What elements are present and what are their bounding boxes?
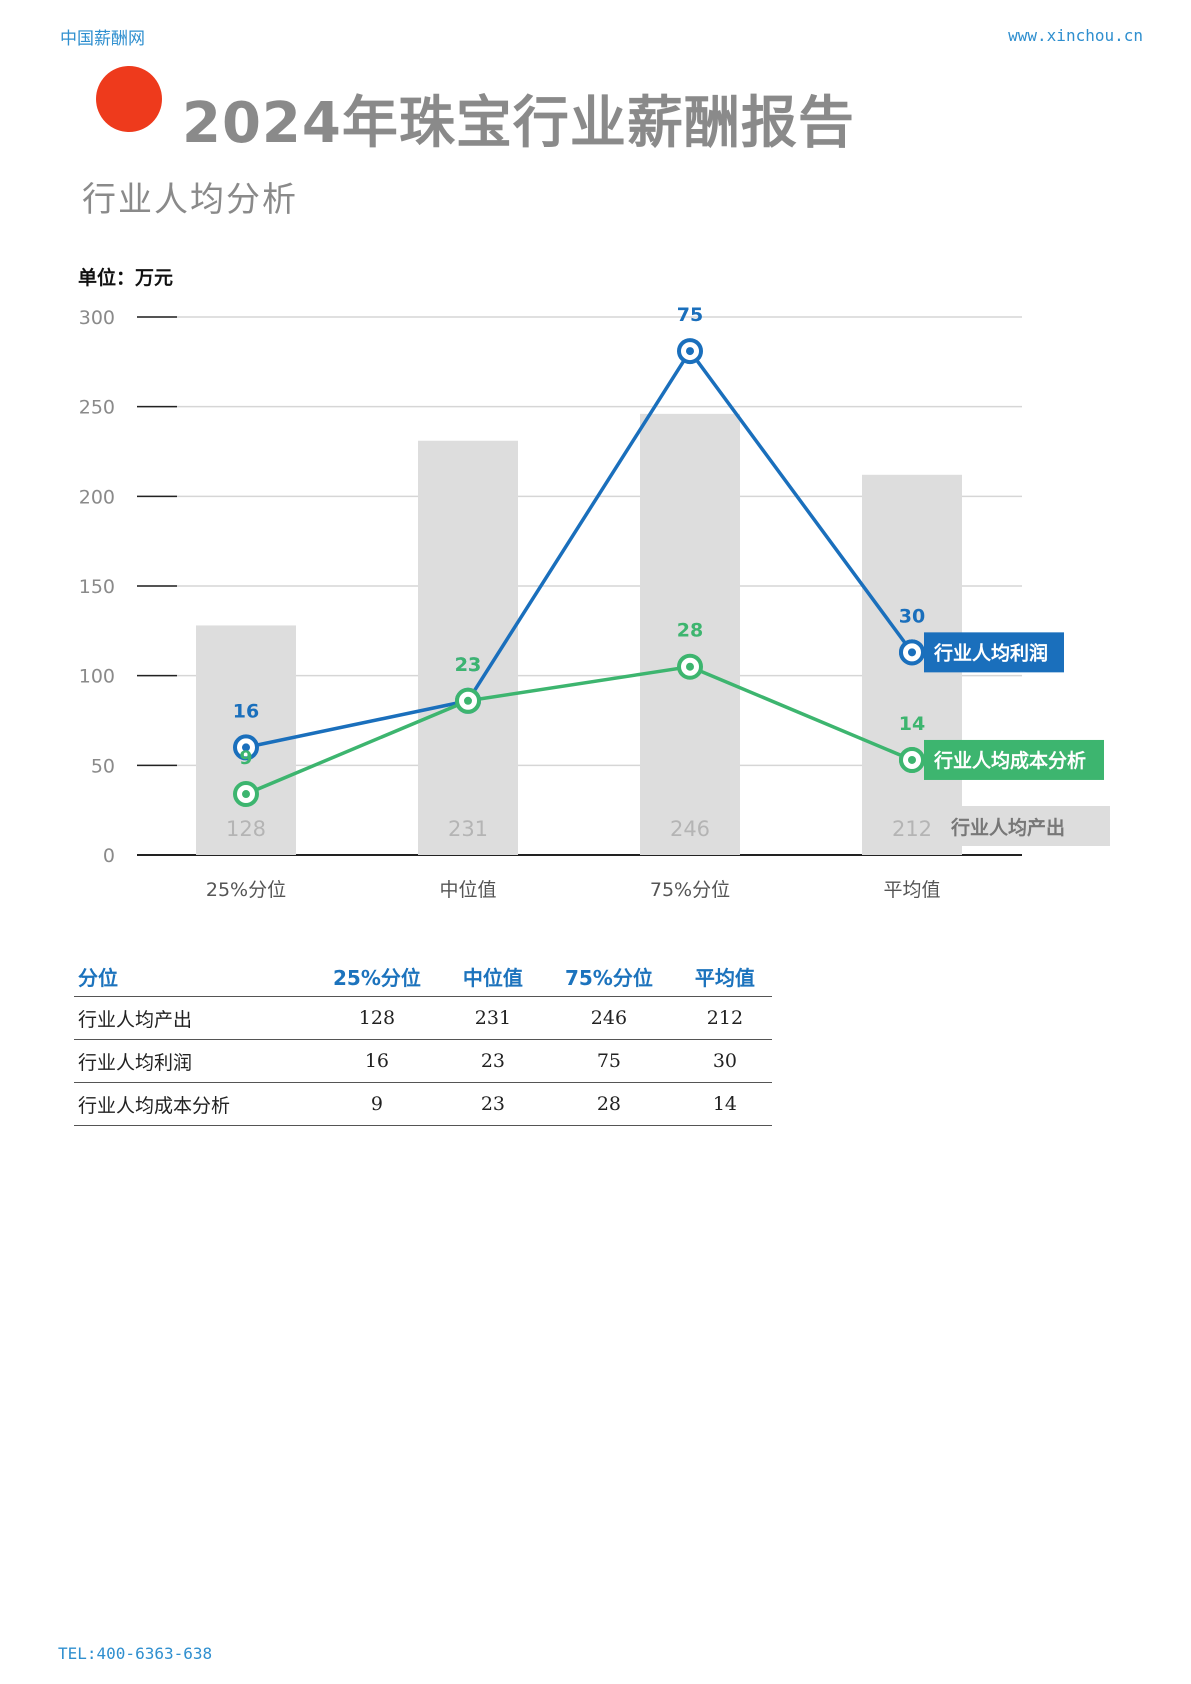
table-cell: 行业人均成本分析: [74, 1082, 308, 1126]
table-cell: 23: [445, 1082, 540, 1126]
series-line: [245, 664, 913, 796]
bar-series: 128 231 246 212: [196, 413, 962, 855]
table-cell: 9: [308, 1082, 446, 1126]
point-value-label: 28: [677, 620, 703, 642]
table-row: 行业人均成本分析 9 23 28 14: [74, 1082, 772, 1126]
table-cell: 行业人均产出: [74, 996, 308, 1040]
point-value-label: 75: [677, 304, 703, 326]
table-header-cell: 25%分位: [308, 956, 446, 997]
y-tick-label: 300: [79, 307, 115, 329]
legend-line-series: [924, 632, 1064, 673]
table-header-row: 分位 25%分位 中位值 75%分位 平均值: [74, 956, 772, 997]
point-value-label: 16: [233, 700, 259, 722]
table-cell: 128: [308, 996, 446, 1040]
bar-value-label: 212: [892, 817, 932, 841]
table-cell: 14: [677, 1082, 772, 1126]
series-point-center: [464, 696, 472, 705]
y-tick-label: 200: [79, 486, 115, 508]
site-url[interactable]: www.xinchou.cn: [1008, 26, 1143, 45]
table-header-cell: 分位: [74, 956, 308, 997]
y-tick-label: 250: [79, 397, 115, 419]
bar-value-label: 246: [670, 817, 710, 841]
y-tick-label: 150: [79, 576, 115, 598]
table-cell: 23: [445, 1039, 540, 1083]
bar-value-label: 231: [448, 817, 488, 841]
table-cell: 75: [539, 1039, 678, 1083]
line-bar-chart: 单位：万元 0 50 100 150 200 250 300 128 231 246 212 16…: [78, 266, 1110, 901]
point-value-label: 23: [455, 654, 481, 676]
x-tick-label: 25%分位: [206, 879, 286, 901]
site-name: 中国薪酬网: [60, 29, 145, 49]
section-title: 行业人均分析: [82, 180, 298, 220]
table-cell: 行业人均利润: [74, 1039, 308, 1083]
x-tick-label: 平均值: [883, 879, 940, 901]
y-tick-label: 50: [91, 755, 115, 777]
table-cell: 16: [308, 1039, 446, 1083]
table-header-cell: 75%分位: [539, 956, 678, 997]
series-point-center: [686, 347, 694, 356]
series-point-center: [242, 743, 250, 752]
table-cell: 212: [677, 996, 772, 1040]
series-point-center: [242, 790, 250, 799]
legend-bar-label: 行业人均产出: [950, 816, 1065, 839]
series-point-center: [686, 662, 694, 671]
table-cell: 231: [445, 996, 540, 1040]
legend-line-label: 行业人均成本分析: [933, 749, 1086, 772]
data-table: 分位 25%分位 中位值 75%分位 平均值 行业人均产出 128 231 24…: [74, 956, 772, 1126]
point-value-label: 9: [239, 747, 252, 769]
table-header-cell: 平均值: [677, 956, 772, 997]
table-row: 行业人均产出 128 231 246 212: [74, 996, 772, 1040]
table-header-cell: 中位值: [445, 956, 540, 997]
table-cell: 246: [539, 996, 678, 1040]
series-line: [245, 349, 914, 750]
point-value-label: 14: [899, 713, 925, 735]
bar: [640, 413, 740, 855]
y-tick-label: 100: [79, 666, 115, 688]
series-point-center: [908, 755, 916, 764]
y-tick-label: 0: [103, 845, 115, 867]
table-cell: 28: [539, 1082, 678, 1126]
unit-label: 单位：万元: [78, 266, 173, 289]
report-title: 2024年珠宝行业薪酬报告: [182, 91, 855, 156]
series-point-center: [908, 648, 916, 657]
footer-tel: TEL:400-6363-638: [58, 1644, 213, 1663]
x-axis: 25%分位 中位值 75%分位 平均值: [206, 879, 941, 901]
point-value-label: 30: [899, 605, 925, 627]
bar-value-label: 128: [226, 817, 266, 841]
title-dot: [96, 66, 162, 132]
table-row: 行业人均利润 16 23 75 30: [74, 1039, 772, 1083]
table-cell: 30: [677, 1039, 772, 1083]
legend-line-series: [924, 739, 1104, 780]
legend-bar-series: [930, 806, 1110, 846]
x-tick-label: 中位值: [439, 879, 496, 901]
point-value-label: 23: [455, 654, 481, 676]
legend-line-label: 行业人均利润: [933, 641, 1048, 664]
x-tick-label: 75%分位: [650, 879, 730, 901]
